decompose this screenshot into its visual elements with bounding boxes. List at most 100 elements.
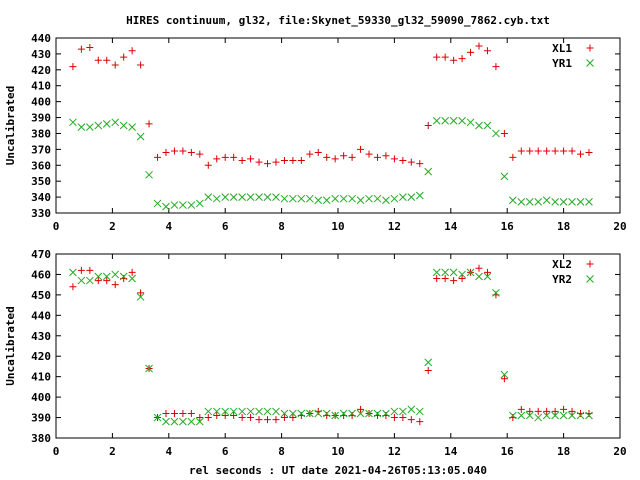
data-point bbox=[500, 370, 509, 379]
data-point bbox=[77, 266, 85, 274]
data-point bbox=[390, 194, 399, 203]
data-point bbox=[365, 150, 373, 158]
series-yr2 bbox=[69, 268, 593, 426]
data-point bbox=[230, 412, 238, 420]
legend-marker bbox=[586, 59, 594, 67]
data-point bbox=[170, 147, 178, 155]
data-point bbox=[449, 116, 458, 125]
data-point bbox=[365, 409, 373, 418]
y-tick-label: 410 bbox=[31, 80, 51, 93]
data-point bbox=[85, 123, 94, 131]
data-point bbox=[390, 407, 399, 416]
data-point bbox=[272, 193, 280, 201]
y-tick-label: 330 bbox=[31, 207, 51, 220]
data-point bbox=[466, 118, 475, 127]
data-point bbox=[212, 194, 221, 203]
data-point bbox=[195, 199, 204, 208]
data-point bbox=[517, 147, 525, 155]
data-point bbox=[365, 194, 373, 203]
data-point bbox=[86, 44, 94, 52]
data-point bbox=[221, 412, 229, 420]
data-point bbox=[339, 409, 348, 418]
data-point bbox=[196, 150, 204, 158]
x-axis-label: rel seconds : UT date 2021-04-26T05:13:0… bbox=[189, 464, 487, 477]
data-point bbox=[162, 149, 170, 157]
x-tick-label: 2 bbox=[109, 220, 116, 233]
data-point bbox=[585, 198, 593, 206]
data-point bbox=[69, 118, 77, 127]
y-tick-label: 390 bbox=[31, 112, 51, 125]
legend-marker bbox=[586, 275, 594, 283]
y-tick-label: 340 bbox=[31, 191, 51, 204]
data-point bbox=[543, 147, 551, 155]
data-point bbox=[247, 155, 255, 163]
data-point bbox=[289, 409, 297, 418]
data-point bbox=[170, 409, 178, 417]
x-tick-label: 8 bbox=[278, 445, 285, 458]
x-tick-label: 20 bbox=[613, 445, 626, 458]
data-point bbox=[85, 276, 94, 285]
data-point bbox=[517, 411, 526, 420]
data-point bbox=[128, 274, 136, 283]
x-tick-label: 18 bbox=[557, 220, 570, 233]
data-point bbox=[399, 157, 407, 164]
data-point bbox=[373, 194, 382, 203]
data-point bbox=[525, 198, 534, 206]
data-point bbox=[289, 194, 297, 203]
data-point bbox=[483, 47, 491, 55]
data-point bbox=[162, 409, 170, 417]
data-point bbox=[382, 152, 390, 160]
data-point bbox=[238, 407, 246, 416]
data-point bbox=[356, 409, 365, 418]
y-tick-label: 430 bbox=[31, 48, 51, 61]
legend-marker bbox=[586, 260, 594, 268]
data-point bbox=[213, 412, 221, 420]
data-point bbox=[424, 122, 432, 129]
data-point bbox=[357, 405, 365, 413]
panel-bottom: 0 2 4 6 8 10 12 14 16 18 20 380 390 400 410 420 430 440 45… bbox=[4, 248, 627, 458]
data-point bbox=[475, 272, 483, 281]
data-point bbox=[102, 120, 111, 128]
data-point bbox=[280, 409, 289, 418]
y-tick-label: 350 bbox=[31, 175, 51, 188]
data-point bbox=[551, 411, 559, 420]
data-point bbox=[467, 48, 475, 56]
data-point bbox=[559, 198, 568, 206]
data-point bbox=[247, 414, 255, 422]
data-point bbox=[407, 416, 415, 424]
data-point bbox=[407, 193, 416, 201]
data-point bbox=[322, 409, 331, 418]
y-tick-label: 420 bbox=[31, 64, 51, 77]
data-point bbox=[111, 118, 120, 127]
data-point bbox=[162, 417, 170, 426]
data-point bbox=[255, 407, 263, 416]
data-point bbox=[348, 153, 356, 161]
data-point bbox=[576, 198, 585, 206]
data-point bbox=[69, 63, 77, 71]
data-point bbox=[500, 129, 508, 137]
data-point bbox=[103, 277, 111, 285]
data-point bbox=[128, 47, 136, 55]
series-xl1 bbox=[69, 42, 593, 169]
data-point bbox=[154, 153, 162, 161]
data-point bbox=[94, 272, 103, 281]
data-point bbox=[458, 55, 466, 63]
data-point bbox=[128, 268, 136, 276]
data-point bbox=[534, 147, 542, 155]
data-point bbox=[238, 157, 246, 164]
y-axis-label: Uncalibrated bbox=[4, 86, 17, 165]
data-point bbox=[526, 147, 534, 155]
data-point bbox=[433, 275, 441, 283]
data-point bbox=[407, 405, 416, 414]
data-point bbox=[500, 172, 509, 181]
data-point bbox=[432, 268, 441, 277]
data-point bbox=[348, 194, 356, 203]
data-point bbox=[255, 193, 263, 201]
data-point bbox=[424, 358, 433, 367]
data-point bbox=[585, 411, 593, 420]
data-point bbox=[246, 407, 255, 416]
data-point bbox=[424, 367, 432, 375]
series-yr1 bbox=[69, 116, 593, 211]
data-point bbox=[238, 414, 246, 422]
y-tick-label: 410 bbox=[31, 371, 51, 384]
